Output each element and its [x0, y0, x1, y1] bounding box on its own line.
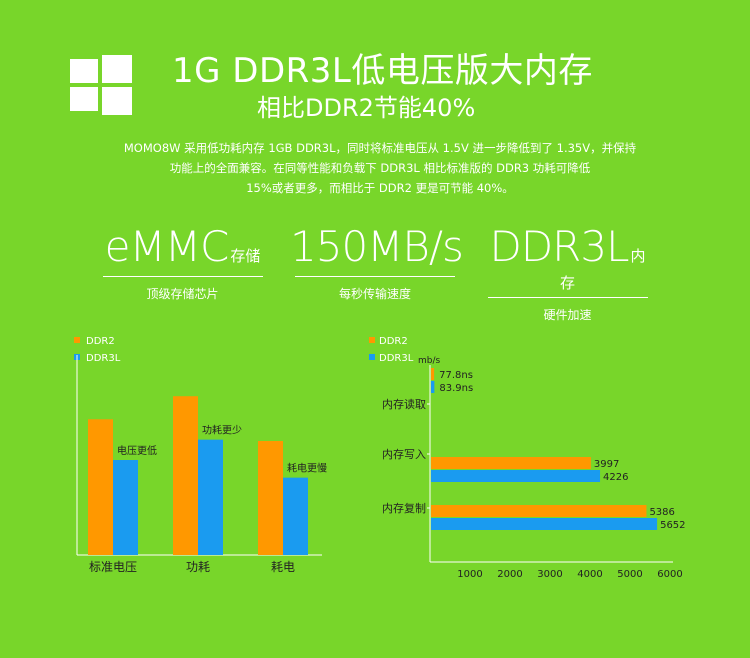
page-title: 1G DDR3L低电压版大内存 [172, 51, 593, 91]
bar-ddr2 [88, 419, 113, 555]
legend-swatch-ddr2 [369, 337, 375, 343]
bar-ddr2 [431, 368, 435, 380]
bar-ddr3l [198, 439, 223, 555]
data-label: 5386 [649, 507, 674, 518]
x-tick-label: 4000 [577, 569, 602, 580]
description-line-1: MOMO8W 采用低功耗内存 1GB DDR3L，同时将标准电压从 1.5V 进… [123, 141, 637, 155]
description-line-2: 功能上的全面兼容。在同等性能和负载下 DDR3L 相比标准版的 DDR3 功耗可… [169, 161, 591, 175]
legend-label-ddr2: DDR2 [379, 336, 408, 347]
feature-speed-caption: 每秒传输速度 [338, 287, 411, 301]
bar-ddr3l [283, 477, 308, 555]
feature-speed-value: 150MB/s [290, 222, 464, 271]
bar-ddr3l [431, 518, 658, 530]
x-tick-label: 功耗 [186, 560, 210, 574]
x-tick-label: 标准电压 [89, 560, 137, 574]
x-tick-label: 6000 [657, 569, 682, 580]
x-tick-label: 3000 [537, 569, 562, 580]
feature-divider [295, 276, 455, 277]
x-tick-label: 耗电 [271, 560, 295, 574]
feature-ddr3l-suffix: 内存 [559, 247, 646, 292]
legend-swatch-ddr3l [369, 354, 375, 360]
feature-ddr3l-value: DDR3L [489, 222, 629, 271]
bar-annotation: 耗电更慢 [287, 462, 327, 475]
data-label: 4226 [603, 472, 628, 483]
feature-ddr3l: DDR3L 内存 硬件加速 [485, 222, 650, 323]
memory-speed-chart: DDR2 DDR3L mb/s 1000 2000 3000 4000 5000 6000 77.… [369, 336, 685, 580]
feature-speed: 150MB/s 每秒传输速度 [290, 222, 464, 302]
feature-divider [102, 276, 263, 277]
feature-emmc-value: eMMC [104, 222, 230, 271]
y-tick-label: 内存写入 [382, 447, 426, 461]
feature-emmc-caption: 顶级存储芯片 [146, 287, 219, 301]
bar-annotation: 电压更低 [117, 444, 157, 457]
legend-swatch-ddr2 [74, 337, 80, 343]
feature-divider [487, 297, 648, 298]
legend-label-ddr3l: DDR3L [86, 353, 121, 364]
bar-ddr2 [431, 505, 647, 517]
page-subtitle: 相比DDR2节能40% [257, 94, 476, 122]
data-label: 3997 [594, 459, 619, 470]
feature-ddr3l-caption: 硬件加速 [543, 308, 592, 322]
x-tick-label: 5000 [617, 569, 642, 580]
bar-annotation: 功耗更少 [202, 425, 242, 437]
legend-label-ddr2: DDR2 [86, 336, 115, 347]
feature-emmc: eMMC 存储 顶级存储芯片 [100, 222, 265, 302]
description-line-3: 15%或者更多，而相比于 DDR2 更是可节能 40%。 [246, 181, 514, 195]
bar-ddr2 [173, 396, 198, 555]
bar-ddr3l [431, 381, 435, 393]
data-label: 5652 [660, 520, 685, 531]
y-tick-label: 内存读取 [382, 397, 426, 411]
data-label: 77.8ns [439, 370, 473, 381]
bar-ddr3l [431, 470, 601, 482]
y-tick-label: 内存复制 [382, 501, 426, 515]
data-label: 83.9ns [439, 383, 473, 394]
bar-ddr3l [113, 460, 138, 555]
feature-emmc-suffix: 存储 [230, 247, 261, 265]
x-tick-label: 1000 [457, 569, 482, 580]
bar-ddr2 [431, 457, 591, 469]
x-tick-label: 2000 [497, 569, 522, 580]
unit-label: mb/s [418, 356, 441, 366]
bar-ddr2 [258, 441, 283, 555]
windows-logo-icon [70, 55, 132, 115]
legend-label-ddr3l: DDR3L [379, 353, 414, 364]
